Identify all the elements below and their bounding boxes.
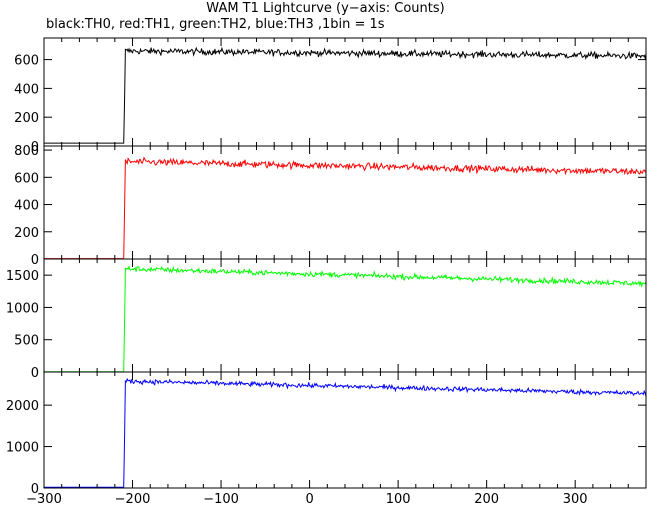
y-tick-label-TH2: 0 [31, 366, 39, 381]
y-tick-label-TH2: 1500 [6, 269, 39, 284]
x-tick-label: 300 [563, 492, 588, 505]
y-tick-label-TH1: 800 [14, 144, 39, 159]
y-tick-label-TH1: 0 [31, 253, 39, 268]
x-tick-label: 200 [474, 492, 499, 505]
y-tick-label-TH0: 600 [14, 54, 39, 69]
chart-subtitle: black:TH0, red:TH1, green:TH2, blue:TH3 … [46, 17, 385, 32]
y-tick-label-TH1: 400 [14, 199, 39, 214]
series-line-TH1 [44, 156, 647, 260]
panel-frame-TH0 [43, 37, 647, 147]
series-line-TH3 [44, 377, 647, 488]
panel-frame-TH2 [43, 258, 647, 373]
series-line-TH0 [44, 46, 647, 144]
x-tick-label: −100 [203, 492, 239, 505]
y-tick-label-TH3: 0 [31, 482, 39, 497]
x-tick-label: −200 [115, 492, 151, 505]
series-line-TH2 [44, 265, 647, 373]
y-tick-label-TH2: 500 [14, 334, 39, 349]
y-tick-label-TH0: 400 [14, 82, 39, 97]
y-tick-label-TH0: 0 [31, 140, 39, 155]
x-tick-label: 0 [305, 492, 313, 505]
panel-frame-TH1 [43, 145, 647, 260]
y-tick-label-TH2: 1000 [6, 301, 39, 316]
y-tick-label-TH1: 200 [14, 226, 39, 241]
y-tick-label-TH3: 1000 [6, 441, 39, 456]
panel-frame-TH3 [43, 371, 647, 489]
y-tick-label-TH3: 2000 [6, 399, 39, 414]
x-tick-label: 100 [386, 492, 411, 505]
y-tick-label-TH0: 200 [14, 111, 39, 126]
y-tick-label-TH1: 600 [14, 171, 39, 186]
chart-title: WAM T1 Lightcurve (y−axis: Counts) [206, 1, 445, 16]
x-tick-label: −300 [26, 492, 62, 505]
